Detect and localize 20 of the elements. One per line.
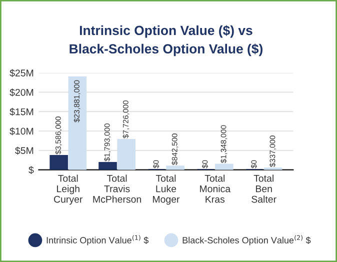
bar [117, 138, 136, 170]
x-tick-label: Total Monica Kras [200, 174, 231, 203]
bar [215, 164, 234, 170]
x-tick-label: Total Ben Salter [252, 174, 276, 203]
bar [68, 76, 87, 170]
y-tick-label: $25M [10, 69, 34, 78]
legend-label: Intrinsic Option Value$^{(1)}$ $ [46, 235, 149, 246]
x-tick-label: Total Travis McPherson [93, 174, 141, 203]
legend-label: Black-Scholes Option Value$^{(2)}$ $ [182, 235, 311, 246]
chart-title: Intrinsic Option Value ($) vs Black-Scholes Option Value ($) [70, 25, 262, 56]
bar [98, 162, 117, 170]
x-tick-label: Total Leigh Curyer [54, 174, 83, 205]
y-tick-label: $5M [15, 146, 34, 155]
y-tick-label: $20M [10, 88, 34, 96]
y-tick-label: $15M [10, 108, 34, 116]
y-tick-label: $10M [10, 127, 34, 136]
bar [166, 166, 184, 170]
y-tick-label: $ [28, 166, 34, 174]
bar [50, 155, 68, 170]
x-tick-label: Total Luke Moger [152, 174, 180, 205]
